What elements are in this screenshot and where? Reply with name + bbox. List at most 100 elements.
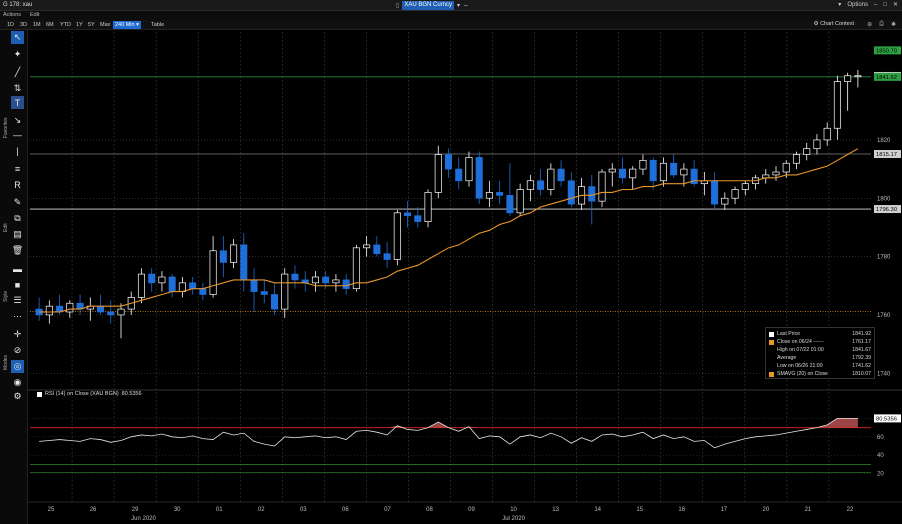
settings-icon[interactable]: ✱ bbox=[890, 22, 896, 28]
legend-row: Average 1792.39 bbox=[769, 354, 871, 362]
link-icon[interactable]: ⇔ bbox=[463, 2, 470, 9]
print-icon[interactable]: ⎙ bbox=[879, 21, 884, 27]
close-icon[interactable]: ✕ bbox=[892, 2, 898, 8]
candle-body bbox=[608, 168, 616, 173]
channel-icon[interactable]: ≡ bbox=[14, 163, 21, 174]
legend-swatch bbox=[769, 348, 774, 353]
zoom-icon[interactable]: ⊕ bbox=[867, 22, 873, 28]
rsi-legend-value: 80.5356 bbox=[121, 391, 142, 397]
rsi-tick-label: 60 bbox=[877, 435, 884, 441]
horizontal-line-icon[interactable]: — bbox=[13, 129, 22, 140]
price-tick-label: 1740 bbox=[877, 371, 891, 377]
fibonacci-icon[interactable]: ⇅ bbox=[13, 83, 22, 93]
line-color-icon[interactable]: ▬ bbox=[13, 263, 22, 274]
actions-menu[interactable]: Actions bbox=[3, 12, 22, 18]
candle-body bbox=[741, 183, 749, 190]
rsi-tag bbox=[874, 414, 901, 423]
legend-label: SMAVG (20) on Close bbox=[777, 371, 828, 377]
tab-1d[interactable]: 1D bbox=[7, 22, 15, 28]
tab-3d[interactable]: 3D bbox=[20, 22, 28, 28]
ticker-selector[interactable]: ▯ XAU BGN Curncy ▾ ⇔ bbox=[396, 1, 469, 10]
rsi-legend-swatch bbox=[37, 391, 42, 397]
line-style-icon[interactable]: ⋯ bbox=[13, 311, 22, 321]
x-tick-label: 29 bbox=[132, 507, 139, 513]
price-tick-label: 1760 bbox=[877, 313, 891, 319]
text-tool-icon[interactable]: T bbox=[11, 96, 24, 109]
line-weight-icon[interactable]: ☰ bbox=[13, 295, 22, 305]
x-tick-label: 20 bbox=[763, 507, 770, 513]
candle-body bbox=[516, 189, 524, 214]
options-menu-icon[interactable]: ▾ bbox=[838, 2, 842, 8]
rsi-tag-label: 80.5356 bbox=[876, 416, 897, 422]
candle-body bbox=[209, 250, 217, 295]
chevron-down-icon[interactable]: ▾ bbox=[457, 3, 461, 9]
tab-1m[interactable]: 1M bbox=[33, 22, 41, 28]
chart-area[interactable]: 1850.70 1841.92 1841.62 1815.17 1796.30 1820… bbox=[28, 30, 902, 524]
delete-icon[interactable]: 🗑 bbox=[11, 245, 24, 255]
rsi-overbought-fill bbox=[387, 425, 408, 428]
x-tick-label: 14 bbox=[594, 507, 601, 513]
legend-row: SMAVG (20) on Close 1810.07 bbox=[769, 370, 871, 378]
cursor-tool-icon[interactable]: ↖ bbox=[11, 31, 24, 44]
candle-body bbox=[659, 162, 667, 182]
candle-body bbox=[792, 154, 800, 164]
candle-body bbox=[629, 168, 637, 179]
pencil-icon[interactable]: ✎ bbox=[13, 197, 22, 207]
price-tag bbox=[874, 46, 901, 55]
tab-table[interactable]: Table bbox=[151, 22, 165, 28]
x-tick-label: 22 bbox=[847, 507, 854, 513]
tab-ytd[interactable]: YTD bbox=[60, 22, 71, 28]
legend-value: 1841.67 bbox=[852, 347, 871, 353]
settings-gear-icon[interactable]: ⚙ bbox=[13, 391, 22, 401]
price-tag-label: 1850.70 bbox=[876, 48, 897, 54]
copy-icon[interactable]: ⧉ bbox=[14, 213, 21, 223]
fill-color-icon[interactable]: ■ bbox=[14, 279, 21, 290]
sidebar-label-edit: Edit bbox=[3, 223, 9, 232]
candle-body bbox=[475, 157, 483, 199]
candle-body bbox=[373, 244, 381, 255]
price-tag bbox=[874, 150, 901, 159]
candle-body bbox=[772, 171, 780, 176]
crosshair-icon[interactable]: ✛ bbox=[13, 329, 22, 339]
candle-body bbox=[813, 139, 821, 150]
window-title: G 178: xau bbox=[3, 2, 33, 8]
candle-body bbox=[270, 294, 279, 310]
candle-body bbox=[833, 81, 841, 129]
x-tick-label: 08 bbox=[426, 507, 433, 513]
magnet-icon[interactable]: ◎ bbox=[11, 360, 24, 373]
candle-body bbox=[240, 244, 248, 281]
chart-canvas[interactable]: 1850.70 1841.92 1841.62 1815.17 1796.30 1820… bbox=[28, 30, 902, 524]
tab-6m[interactable]: 6M bbox=[46, 22, 54, 28]
rsi-legend-label: RSI (14) on Close (XAU BGN) bbox=[45, 391, 119, 397]
candle-body bbox=[45, 305, 53, 316]
x-tick-label: 10 bbox=[510, 507, 517, 513]
tab-240-min[interactable]: 240 Min ▾ bbox=[113, 21, 141, 29]
minimize-icon[interactable]: – bbox=[874, 1, 878, 8]
candle-body bbox=[230, 244, 238, 263]
magic-wand-icon[interactable]: ✦ bbox=[13, 49, 22, 59]
arrow-icon[interactable]: ↘ bbox=[13, 115, 22, 125]
ticker-input[interactable]: XAU BGN Curncy bbox=[402, 1, 454, 10]
sidebar-label-style: Style bbox=[3, 290, 9, 302]
annotation-icon[interactable]: R bbox=[14, 179, 21, 190]
edit-menu[interactable]: Edit bbox=[30, 12, 40, 18]
tab-max[interactable]: Max bbox=[100, 22, 111, 28]
chart-context-button[interactable]: ⚙ Chart Context bbox=[813, 21, 854, 27]
candle-body bbox=[854, 75, 862, 78]
candle-body bbox=[680, 168, 688, 176]
maximize-icon[interactable]: □ bbox=[883, 1, 887, 8]
color-palette-icon[interactable]: ◉ bbox=[13, 377, 22, 387]
candle-body bbox=[731, 189, 739, 199]
tab-5y[interactable]: 5Y bbox=[88, 22, 95, 28]
snap-icon[interactable]: ⊘ bbox=[13, 345, 22, 355]
options-button[interactable]: Options bbox=[847, 1, 868, 8]
paste-icon[interactable]: ▤ bbox=[13, 229, 22, 239]
tab-1y[interactable]: 1Y bbox=[76, 22, 83, 28]
rsi-tick-label: 20 bbox=[877, 472, 884, 478]
candle-body bbox=[291, 273, 299, 281]
x-tick-label: 25 bbox=[48, 507, 55, 513]
vertical-line-icon[interactable]: | bbox=[16, 145, 19, 156]
trend-line-icon[interactable]: ╱ bbox=[14, 67, 21, 77]
legend-swatch bbox=[769, 356, 774, 361]
legend-label: High on 07/22 01:00 bbox=[777, 347, 824, 353]
